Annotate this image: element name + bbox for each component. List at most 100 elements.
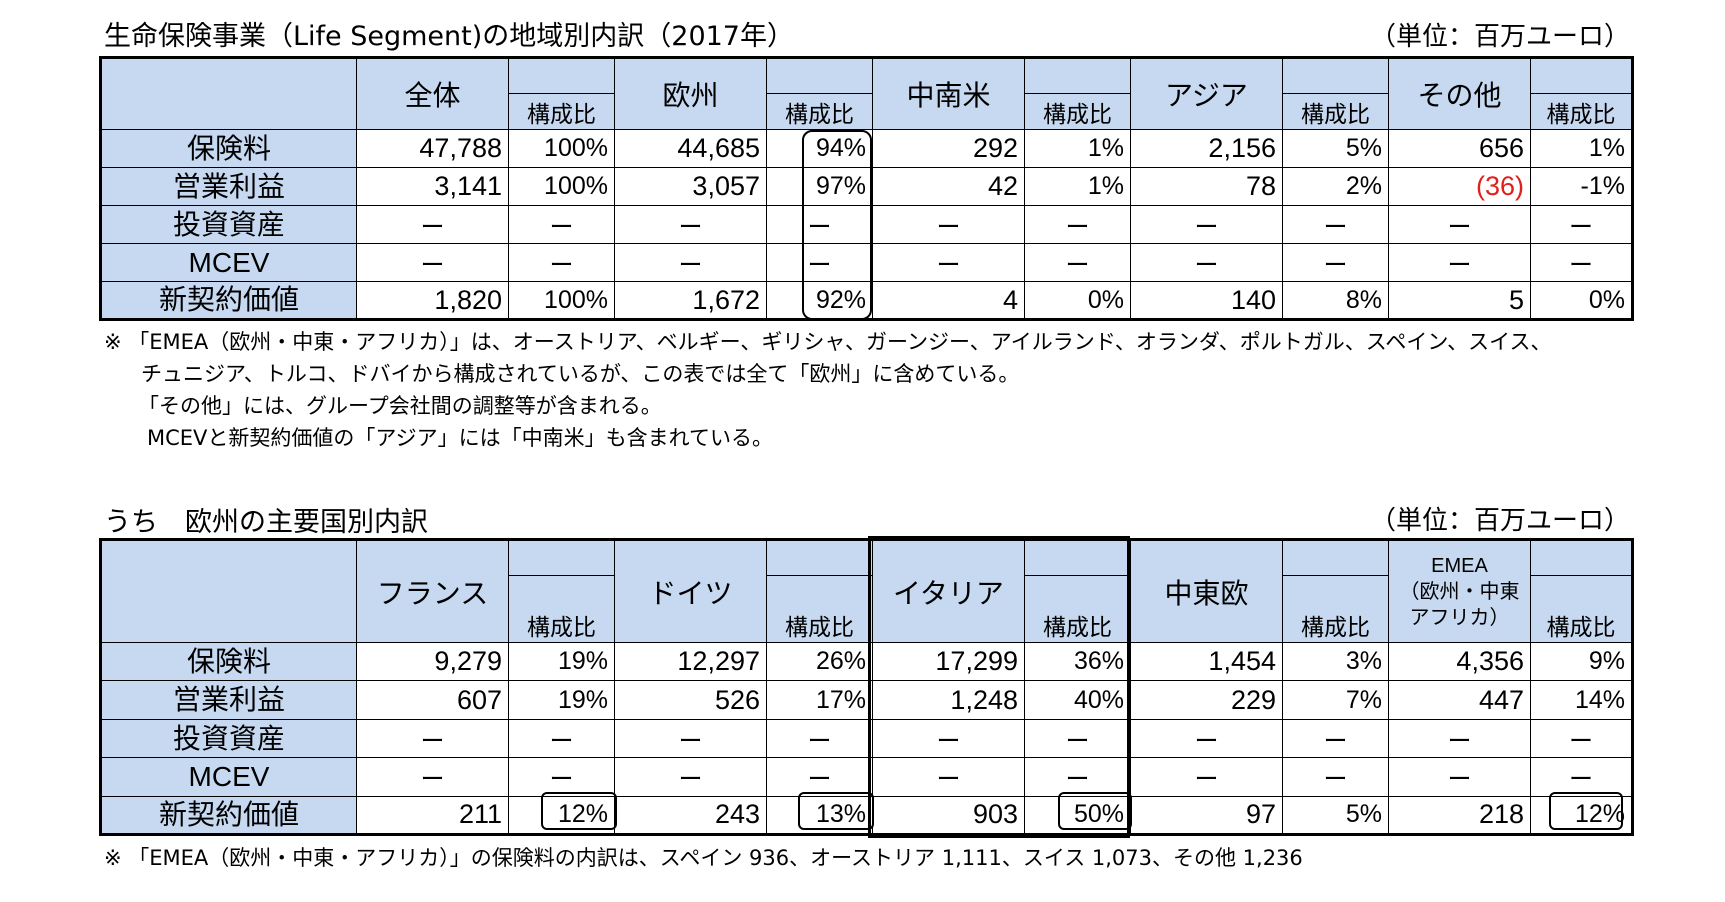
table2-container: フランス ドイツ イタリア 中東欧 EMEA （欧州・中東 アフリカ） 構成比 …: [99, 538, 1634, 836]
value-cell: ー: [872, 718, 1025, 759]
table1-notes: ※ 「EMEA（欧州・中東・アフリカ）」は、オーストリア、ベルギー、ギリシャ、ガ…: [104, 326, 1551, 454]
value-cell: 607: [356, 680, 509, 720]
table2-unit: （単位：百万ユーロ）: [1369, 506, 1630, 536]
share-cell: 100%: [508, 167, 615, 206]
value-cell: ー: [872, 205, 1025, 244]
share-cell: ー: [766, 243, 873, 282]
table-row: MCEV ーーーーーーーーーー: [100, 243, 1633, 282]
value-cell: ー: [356, 243, 509, 282]
table-header-row: フランス ドイツ イタリア 中東欧 EMEA （欧州・中東 アフリカ）: [100, 538, 1633, 644]
share-cell: 36%: [1024, 642, 1131, 682]
value-cell: 229: [1130, 680, 1283, 720]
value-cell: 903: [872, 795, 1025, 836]
share-cell: 19%: [508, 680, 615, 720]
table-row: 保険料 9,279 19% 12,297 26% 17,299 36% 1,454 3% 4,35…: [100, 642, 1633, 682]
share-cell: 0%: [1530, 281, 1633, 320]
share-cell: 12%: [1530, 795, 1633, 836]
value-cell: (36): [1388, 167, 1531, 206]
value-cell: ー: [1130, 757, 1283, 797]
row-label: 営業利益: [100, 680, 357, 720]
share-cell: 40%: [1024, 680, 1131, 720]
row-label: 新契約価値: [100, 795, 357, 836]
table-row: 新契約価値 211 12% 243 13% 903 50% 97 5% 218 12%: [100, 795, 1633, 836]
corner-cell: [100, 57, 357, 130]
value-cell: 3,057: [614, 167, 767, 206]
value-cell: 17,299: [872, 642, 1025, 682]
share-cell: 100%: [508, 129, 615, 168]
share-header: 構成比: [766, 575, 873, 644]
table-row: 保険料 47,788 100% 44,685 94% 292 1% 2,156 5% 656 1%: [100, 129, 1633, 168]
row-label: 営業利益: [100, 167, 357, 206]
share-header: 構成比: [1024, 575, 1131, 644]
region-header: 欧州: [614, 57, 767, 130]
table2-notes: ※ 「EMEA（欧州・中東・アフリカ）」の保険料の内訳は、スペイン 936、オー…: [104, 842, 1303, 874]
life-segment-region-table: 全体 欧州 中南米 アジア その他 構成比 構成比 構成比 構成比 構成比 保険…: [99, 56, 1634, 321]
share-header: 構成比: [1024, 93, 1131, 130]
share-header: 構成比: [1282, 93, 1389, 130]
share-cell: 2%: [1282, 167, 1389, 206]
row-label: 新契約価値: [100, 281, 357, 320]
value-cell: 47,788: [356, 129, 509, 168]
country-header: イタリア: [872, 538, 1025, 644]
share-cell: ー: [766, 718, 873, 759]
value-cell: ー: [1388, 757, 1531, 797]
share-cell: 92%: [766, 281, 873, 320]
table-row: MCEV ーーーーーーーーーー: [100, 757, 1633, 797]
value-cell: 12,297: [614, 642, 767, 682]
row-label: 保険料: [100, 642, 357, 682]
value-cell: 292: [872, 129, 1025, 168]
value-cell: 140: [1130, 281, 1283, 320]
share-cell: 1%: [1024, 129, 1131, 168]
value-cell: 5: [1388, 281, 1531, 320]
share-cell: ー: [1282, 718, 1389, 759]
value-cell: 1,672: [614, 281, 767, 320]
share-header: 構成比: [508, 575, 615, 644]
row-label: 投資資産: [100, 205, 357, 244]
table-row: 投資資産ーーーーーーーーーー: [100, 718, 1633, 759]
share-header: 構成比: [1530, 575, 1633, 644]
value-cell: 1,454: [1130, 642, 1283, 682]
share-cell: ー: [1530, 757, 1633, 797]
share-cell: 0%: [1024, 281, 1131, 320]
share-cell: -1%: [1530, 167, 1633, 206]
share-cell: 94%: [766, 129, 873, 168]
value-cell: 526: [614, 680, 767, 720]
emea-header: EMEA （欧州・中東 アフリカ）: [1388, 538, 1531, 644]
value-cell: 1,820: [356, 281, 509, 320]
value-cell: ー: [1388, 205, 1531, 244]
region-header: 中南米: [872, 57, 1025, 130]
share-cell: ー: [508, 205, 615, 244]
value-cell: 447: [1388, 680, 1531, 720]
share-cell: ー: [1530, 205, 1633, 244]
corner-cell: [100, 538, 357, 644]
share-cell: 1%: [1530, 129, 1633, 168]
region-header: 全体: [356, 57, 509, 130]
share-cell: ー: [508, 757, 615, 797]
value-cell: 218: [1388, 795, 1531, 836]
share-cell: 97%: [766, 167, 873, 206]
share-cell: ー: [1024, 205, 1131, 244]
table-row: 営業利益 3,141 100% 3,057 97% 42 1% 78 2% (36) -1%: [100, 167, 1633, 206]
share-cell: ー: [1024, 718, 1131, 759]
value-cell: ー: [1130, 205, 1283, 244]
value-cell: 656: [1388, 129, 1531, 168]
row-label: MCEV: [100, 243, 357, 282]
share-cell: 9%: [1530, 642, 1633, 682]
share-cell: 26%: [766, 642, 873, 682]
region-header: アジア: [1130, 57, 1283, 130]
value-cell: 9,279: [356, 642, 509, 682]
table2-title: うち 欧州の主要国別内訳: [104, 507, 428, 538]
value-cell: ー: [614, 718, 767, 759]
table-row: 新契約価値 1,820 100% 1,672 92% 4 0% 140 8% 5 0%: [100, 281, 1633, 320]
share-header: 構成比: [1282, 575, 1389, 644]
share-cell: ー: [1282, 243, 1389, 282]
share-cell: ー: [508, 718, 615, 759]
value-cell: ー: [356, 718, 509, 759]
share-cell: 3%: [1282, 642, 1389, 682]
share-cell: ー: [1282, 205, 1389, 244]
share-cell: 12%: [508, 795, 615, 836]
value-cell: 97: [1130, 795, 1283, 836]
table1-container: 全体 欧州 中南米 アジア その他 構成比 構成比 構成比 構成比 構成比 保険…: [99, 56, 1634, 321]
value-cell: ー: [872, 243, 1025, 282]
note-line: チュニジア、トルコ、ドバイから構成されているが、この表では全て「欧州」に含めてい…: [141, 362, 1020, 386]
